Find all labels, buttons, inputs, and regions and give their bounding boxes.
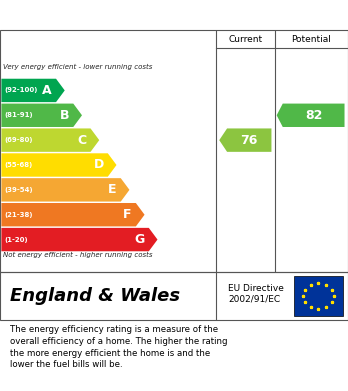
Text: Current: Current: [228, 34, 262, 43]
Text: A: A: [42, 84, 52, 97]
Text: F: F: [123, 208, 132, 221]
Text: Very energy efficient - lower running costs: Very energy efficient - lower running co…: [3, 64, 153, 70]
Polygon shape: [1, 104, 82, 127]
Text: D: D: [93, 158, 104, 172]
Polygon shape: [1, 153, 117, 177]
Text: Potential: Potential: [292, 34, 331, 43]
Text: The energy efficiency rating is a measure of the
overall efficiency of a home. T: The energy efficiency rating is a measur…: [10, 325, 228, 369]
Text: E: E: [108, 183, 117, 196]
Polygon shape: [219, 128, 271, 152]
Text: (92-100): (92-100): [5, 88, 38, 93]
Text: (55-68): (55-68): [5, 162, 33, 168]
Text: (69-80): (69-80): [5, 137, 33, 143]
Polygon shape: [1, 228, 158, 251]
Text: Not energy efficient - higher running costs: Not energy efficient - higher running co…: [3, 252, 153, 258]
Text: B: B: [60, 109, 69, 122]
Text: (81-91): (81-91): [5, 112, 33, 118]
Text: 76: 76: [240, 134, 258, 147]
Polygon shape: [1, 128, 99, 152]
Polygon shape: [277, 104, 345, 127]
Text: G: G: [134, 233, 145, 246]
Text: (21-38): (21-38): [5, 212, 33, 218]
Text: (1-20): (1-20): [5, 237, 29, 242]
Polygon shape: [1, 203, 144, 226]
Polygon shape: [1, 178, 129, 201]
Text: 82: 82: [305, 109, 322, 122]
Text: C: C: [77, 134, 86, 147]
Text: Energy Efficiency Rating: Energy Efficiency Rating: [12, 7, 222, 23]
Polygon shape: [1, 79, 65, 102]
Text: (39-54): (39-54): [5, 187, 33, 193]
FancyBboxPatch shape: [294, 276, 343, 316]
Text: England & Wales: England & Wales: [10, 287, 181, 305]
Text: EU Directive
2002/91/EC: EU Directive 2002/91/EC: [228, 284, 284, 303]
